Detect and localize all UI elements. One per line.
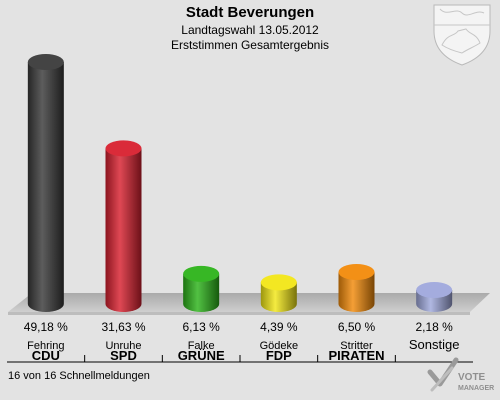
candidate-label-cdu: Fehring xyxy=(27,340,64,352)
value-label-sonstige: 2,18 % xyxy=(415,320,453,334)
party-label-sonstige: Sonstige xyxy=(409,337,460,352)
party-label-gr-ne: GRÜNE xyxy=(178,348,225,363)
party-label-cdu: CDU xyxy=(32,348,60,363)
coat-of-arms-icon xyxy=(433,4,491,66)
value-labels-layer: 49,18 % 31,63 % 6,13 % 4,39 % 6,50 % 2,18 % xyxy=(24,320,453,334)
brand-line-1: VOTE xyxy=(458,372,486,383)
candidate-label-piraten: Stritter xyxy=(340,340,373,352)
separators-layer xyxy=(7,355,473,363)
brand-line-2: MANAGER xyxy=(458,385,494,392)
bars-layer xyxy=(27,54,453,313)
bar-cdu xyxy=(27,54,64,313)
vote-check-icon xyxy=(427,357,459,392)
bar-fdp xyxy=(260,274,297,312)
candidate-label-fdp: Gödeke xyxy=(260,340,299,352)
candidate-label-spd: Unruhe xyxy=(105,340,141,352)
votemanager-logo: VOTE MANAGER xyxy=(427,357,494,392)
value-label-cdu: 49,18 % xyxy=(24,320,68,334)
bar-gr-ne xyxy=(183,265,220,312)
chart-floor-front xyxy=(8,312,470,315)
bar-spd xyxy=(105,140,142,312)
chart-subtitle: Landtagswahl 13.05.2012 xyxy=(181,23,319,37)
chart-subtitle-2: Erststimmen Gesamtergebnis xyxy=(171,38,329,52)
value-label-piraten: 6,50 % xyxy=(338,320,376,334)
value-label-gr-ne: 6,13 % xyxy=(182,320,220,334)
chart-title: Stadt Beverungen xyxy=(186,4,314,21)
party-label-spd: SPD xyxy=(110,348,137,363)
party-label-fdp: FDP xyxy=(266,348,292,363)
bar-sonstige xyxy=(416,282,453,312)
party-label-piraten: PIRATEN xyxy=(328,348,384,363)
candidate-label-gr-ne: Falke xyxy=(188,340,215,352)
bar-piraten xyxy=(338,264,375,312)
value-label-fdp: 4,39 % xyxy=(260,320,298,334)
reporting-status: 16 von 16 Schnellmeldungen xyxy=(8,370,150,382)
value-label-spd: 31,63 % xyxy=(101,320,145,334)
party-labels-layer: CDU SPD GRÜNE FDP PIRATEN Sonstige xyxy=(32,337,460,363)
candidate-labels-layer: Fehring Unruhe Falke Gödeke Stritter xyxy=(27,340,373,352)
